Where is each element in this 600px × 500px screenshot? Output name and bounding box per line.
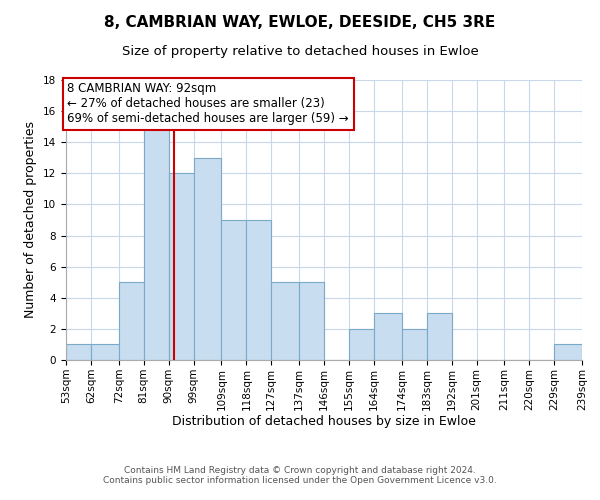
Bar bbox=[119, 282, 143, 360]
Bar bbox=[66, 344, 91, 360]
Bar bbox=[271, 282, 299, 360]
Bar bbox=[374, 314, 401, 360]
Bar bbox=[299, 282, 324, 360]
Bar bbox=[247, 220, 271, 360]
Bar bbox=[554, 344, 582, 360]
Bar bbox=[401, 329, 427, 360]
Bar bbox=[427, 314, 452, 360]
Bar bbox=[91, 344, 119, 360]
Text: Contains HM Land Registry data © Crown copyright and database right 2024.
Contai: Contains HM Land Registry data © Crown c… bbox=[103, 466, 497, 485]
Bar bbox=[143, 126, 169, 360]
X-axis label: Distribution of detached houses by size in Ewloe: Distribution of detached houses by size … bbox=[172, 416, 476, 428]
Text: 8 CAMBRIAN WAY: 92sqm
← 27% of detached houses are smaller (23)
69% of semi-deta: 8 CAMBRIAN WAY: 92sqm ← 27% of detached … bbox=[67, 82, 349, 126]
Bar bbox=[349, 329, 374, 360]
Bar bbox=[194, 158, 221, 360]
Bar bbox=[169, 174, 194, 360]
Text: Size of property relative to detached houses in Ewloe: Size of property relative to detached ho… bbox=[122, 45, 478, 58]
Y-axis label: Number of detached properties: Number of detached properties bbox=[25, 122, 37, 318]
Bar bbox=[221, 220, 247, 360]
Text: 8, CAMBRIAN WAY, EWLOE, DEESIDE, CH5 3RE: 8, CAMBRIAN WAY, EWLOE, DEESIDE, CH5 3RE bbox=[104, 15, 496, 30]
